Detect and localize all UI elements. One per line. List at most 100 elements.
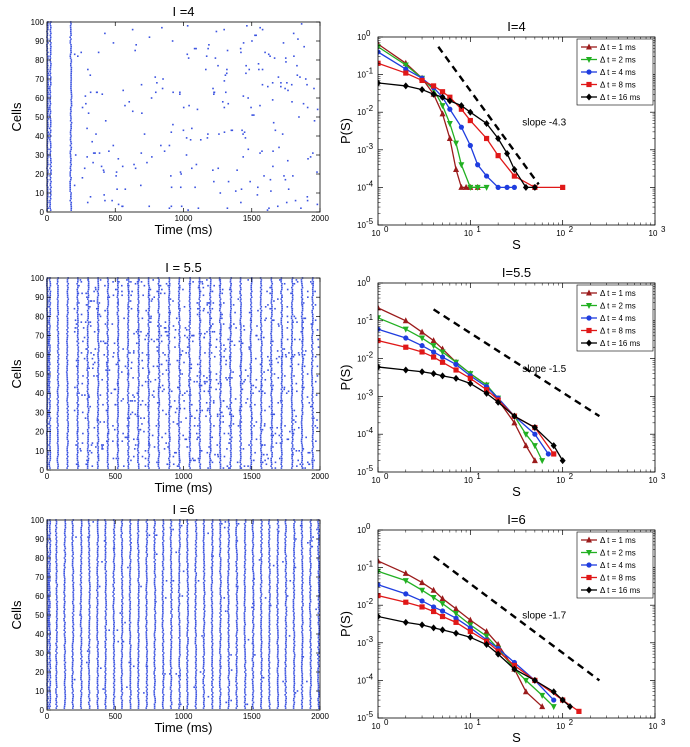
spike-dot (199, 365, 202, 368)
spike-dot (106, 340, 109, 343)
spike-dot (69, 64, 72, 67)
spike-dot (46, 572, 49, 574)
spike-dot (224, 74, 227, 76)
data-point (402, 326, 409, 333)
spike-dot (219, 363, 222, 366)
spike-dot (178, 342, 181, 345)
spike-dot (56, 455, 59, 458)
spike-dot (90, 451, 93, 454)
spike-dot (271, 453, 273, 456)
spike-dot (129, 300, 132, 302)
spike-dot (49, 542, 51, 544)
spike-dot (207, 311, 209, 314)
spike-dot (141, 317, 144, 320)
spike-dot (50, 171, 52, 173)
spike-dot (240, 357, 243, 360)
spike-dot (280, 425, 283, 427)
spike-dot (312, 423, 314, 425)
spike-dot (48, 465, 51, 467)
spike-dot (281, 286, 283, 289)
spike-dot (163, 448, 166, 450)
spike-dot (96, 402, 99, 404)
spike-dot (260, 444, 262, 446)
spike-dot (239, 284, 241, 287)
spike-dot (49, 695, 52, 698)
spike-dot (280, 394, 283, 396)
spike-dot (76, 336, 79, 339)
spike-dot (177, 425, 180, 427)
spike-dot (95, 288, 97, 291)
spike-dot (108, 150, 110, 152)
spike-dot (210, 378, 212, 381)
spike-dot (177, 302, 180, 304)
spike-dot (280, 432, 282, 435)
spike-dot (87, 292, 89, 295)
spike-dot (294, 199, 297, 202)
spike-dot (110, 392, 113, 394)
spike-dot (234, 398, 237, 400)
spike-dot (249, 378, 252, 381)
spike-dot (57, 467, 59, 469)
spike-dot (213, 91, 215, 94)
spike-dot (49, 53, 52, 56)
spike-dot (76, 306, 79, 308)
spike-dot (143, 430, 145, 433)
spike-dot (49, 532, 52, 535)
spike-dot (280, 398, 283, 400)
spike-dot (46, 89, 49, 92)
spike-dot (261, 359, 263, 362)
plot-frame (377, 282, 656, 473)
spike-dot (117, 346, 120, 348)
spike-dot (261, 361, 263, 364)
spike-dot (66, 434, 69, 437)
spike-dot (84, 95, 87, 97)
spike-dot (117, 461, 119, 464)
spike-dot (188, 361, 191, 364)
spike-dot (66, 388, 69, 391)
spike-dot (117, 363, 119, 366)
y-axis-label: P(S) (338, 365, 353, 391)
spike-dot (168, 407, 171, 410)
spike-dot (144, 403, 147, 406)
spike-dot (219, 323, 222, 325)
spike-dot (291, 459, 294, 462)
spike-dot (209, 288, 212, 291)
spike-dot (280, 319, 283, 322)
spike-dot (240, 371, 243, 373)
spike-dot (87, 436, 89, 439)
spike-dot (298, 338, 301, 341)
spike-dot (48, 398, 51, 400)
spike-dot (56, 403, 59, 406)
spike-dot (66, 325, 69, 327)
spike-dot (311, 392, 314, 394)
spike-dot (148, 288, 150, 291)
spike-dot (127, 375, 130, 377)
spike-dot (275, 442, 278, 444)
spike-dot (219, 300, 221, 302)
spike-dot (158, 382, 160, 385)
spike-dot (70, 63, 72, 65)
spike-dot (117, 338, 119, 341)
series-line (378, 328, 549, 455)
spike-dot (48, 574, 51, 576)
spike-dot (107, 304, 110, 306)
spike-dot (210, 459, 212, 462)
spike-dot (249, 298, 252, 300)
spike-dot (143, 417, 146, 419)
spike-dot (49, 64, 52, 67)
spike-dot (46, 298, 49, 300)
spike-dot (209, 426, 212, 429)
spike-dot (188, 430, 191, 433)
spike-dot (261, 150, 263, 152)
spike-dot (76, 411, 79, 414)
spike-dot (219, 465, 222, 467)
spike-dot (209, 400, 212, 402)
spike-dot (283, 388, 286, 391)
spike-dot (148, 371, 151, 373)
spike-dot (240, 304, 242, 306)
y-tick-label: 10 (357, 108, 366, 117)
spike-dot (48, 585, 51, 588)
spike-dot (269, 286, 271, 289)
spike-dot (81, 292, 83, 295)
spike-dot (261, 68, 264, 71)
